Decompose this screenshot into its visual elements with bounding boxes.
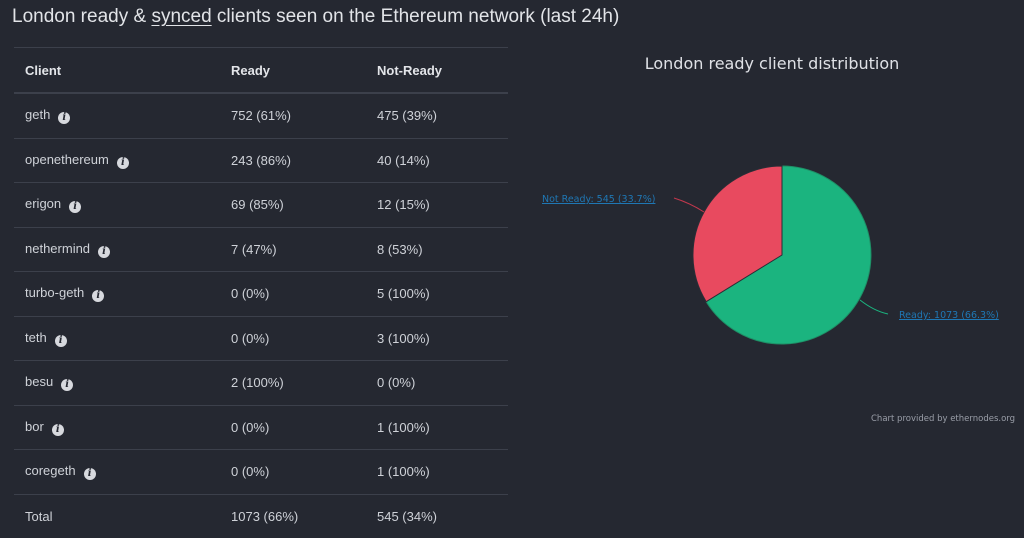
info-icon[interactable]: i: [92, 290, 105, 303]
table-row: erigon i 69 (85%) 12 (15%): [14, 182, 508, 228]
not-ready-cell: 3 (100%): [366, 316, 508, 361]
not-ready-cell: 0 (0%): [366, 360, 508, 406]
client-cell: besu i: [14, 360, 220, 406]
ready-cell: 2 (100%): [220, 360, 366, 406]
ready-cell: 752 (61%): [220, 93, 366, 139]
info-icon[interactable]: i: [116, 156, 129, 169]
table-row: geth i 752 (61%) 475 (39%): [14, 93, 508, 139]
client-cell: coregeth i: [14, 449, 220, 495]
not-ready-cell: 545 (34%): [377, 508, 437, 524]
client-name: coregeth: [25, 463, 76, 479]
client-name: erigon: [25, 196, 62, 212]
not-ready-cell: 1 (100%): [366, 405, 508, 450]
total-row: Total 1073 (66%) 545 (34%): [14, 494, 508, 538]
chart-title: London ready client distribution: [644, 54, 900, 73]
client-name: bor: [25, 418, 44, 434]
table-row: turbo-geth i 0 (0%) 5 (100%): [14, 271, 508, 317]
column-header-client: Client: [14, 47, 220, 94]
ready-cell: 0 (0%): [220, 271, 366, 317]
table-row: besu i 2 (100%) 0 (0%): [14, 360, 508, 406]
pie-slice-ready[interactable]: [705, 165, 872, 345]
not-ready-leader-line: [673, 197, 705, 213]
ready-cell: 0 (0%): [220, 449, 366, 495]
not-ready-cell: 12 (15%): [366, 182, 508, 228]
column-header-not-ready: Not-Ready: [366, 47, 508, 94]
info-icon[interactable]: i: [51, 423, 64, 436]
client-cell: Total: [25, 508, 53, 524]
info-icon[interactable]: i: [58, 112, 71, 125]
title-prefix: London ready &: [12, 6, 152, 27]
client-cell: erigon i: [14, 182, 220, 228]
not-ready-cell: 5 (100%): [366, 271, 508, 317]
title-suffix: clients seen on the Ethereum network (la…: [211, 6, 620, 27]
column-header-ready: Ready: [220, 47, 366, 94]
info-icon[interactable]: i: [54, 334, 67, 347]
client-name: turbo-geth: [25, 285, 85, 301]
table-row: teth i 0 (0%) 3 (100%): [14, 316, 508, 361]
pie-slice-not-ready[interactable]: [692, 165, 783, 303]
not-ready-cell: 475 (39%): [366, 93, 508, 139]
not-ready-cell: 1 (100%): [366, 449, 508, 495]
info-icon[interactable]: i: [61, 379, 74, 392]
table-header-row: Client Ready Not-Ready: [14, 47, 508, 94]
ready-cell: 1073 (66%): [231, 508, 299, 524]
chart-credit[interactable]: Chart provided by ethernodes.org: [871, 414, 1016, 424]
ready-label[interactable]: Ready: 1073 (66.3%): [899, 310, 999, 321]
ready-leader-line: [859, 299, 889, 315]
page-title: London ready & synced clients seen on th…: [12, 6, 619, 28]
info-icon[interactable]: i: [69, 201, 82, 214]
client-name: teth: [25, 329, 47, 345]
client-cell: geth i: [14, 93, 220, 139]
client-name: nethermind: [25, 240, 91, 256]
ready-cell: 243 (86%): [220, 138, 366, 183]
client-name: geth: [25, 107, 51, 123]
client-cell: openethereum i: [14, 138, 220, 183]
ready-cell: 69 (85%): [220, 182, 366, 228]
ready-cell: 0 (0%): [220, 405, 366, 450]
not-ready-label[interactable]: Not Ready: 545 (33.7%): [542, 194, 656, 205]
client-name: besu: [25, 374, 54, 390]
client-name: openethereum: [25, 151, 109, 167]
info-icon[interactable]: i: [98, 245, 111, 258]
clients-table: Client Ready Not-Ready geth i 752 (61%) 4…: [14, 47, 508, 538]
client-cell: teth i: [14, 316, 220, 361]
ready-cell: 0 (0%): [220, 316, 366, 361]
client-cell: bor i: [14, 405, 220, 450]
ready-cell: 7 (47%): [220, 227, 366, 272]
synced-link[interactable]: synced: [151, 6, 212, 27]
table-row: openethereum i 243 (86%) 40 (14%): [14, 138, 508, 183]
not-ready-cell: 40 (14%): [366, 138, 508, 183]
table-row: nethermind i 7 (47%) 8 (53%): [14, 227, 508, 272]
table-row: coregeth i 0 (0%) 1 (100%): [14, 449, 508, 495]
client-cell: nethermind i: [14, 227, 220, 272]
not-ready-cell: 8 (53%): [366, 227, 508, 272]
info-icon[interactable]: i: [83, 468, 96, 481]
table-row: bor i 0 (0%) 1 (100%): [14, 405, 508, 450]
client-cell: turbo-geth i: [14, 271, 220, 317]
